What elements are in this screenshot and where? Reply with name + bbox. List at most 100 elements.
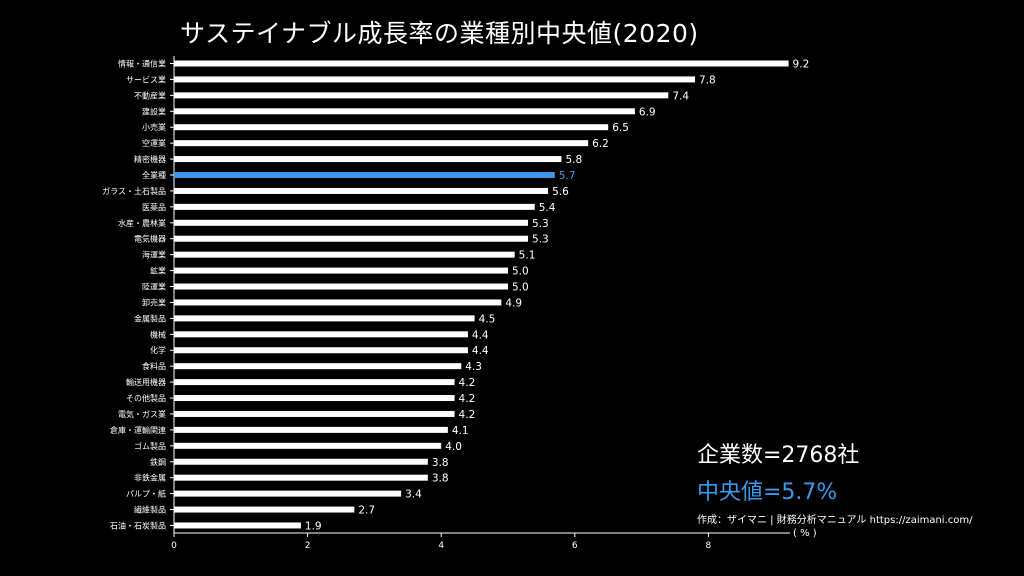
median-note: 中央値=5.7% [697,480,838,505]
x-axis-unit-label: ( % ) [793,528,817,539]
category-label: 電気・ガス業 [118,409,166,419]
category-label: 精密機器 [134,154,166,164]
bar [174,506,355,513]
bar [174,379,455,386]
bar [174,92,669,99]
bar [174,315,475,322]
company-count-note: 企業数=2768社 [697,443,860,468]
value-label: 4.3 [465,361,482,373]
value-label: 6.2 [592,138,609,150]
value-label: 6.5 [612,122,629,134]
bar [174,458,428,465]
category-label: 陸運業 [142,282,166,292]
category-label: 建設業 [142,106,166,116]
source-credit: 作成：ザイマニ | 財務分析マニュアル https://zaimani.com/ [697,515,973,526]
value-label: 5.0 [512,282,529,294]
value-label: 4.2 [459,409,476,421]
category-label: 金属製品 [134,313,166,323]
x-tick-label: 2 [305,541,311,551]
bar [174,203,535,210]
value-label: 5.7 [559,170,576,182]
category-label: サービス業 [126,74,166,84]
category-label: 鉱業 [150,266,166,276]
value-label: 5.8 [565,154,582,166]
bar [174,267,508,274]
category-label: 機械 [150,329,166,339]
value-label: 5.1 [519,250,536,262]
bar [174,474,428,481]
bar [174,140,589,147]
value-label: 4.5 [479,313,496,325]
value-label: 4.0 [445,441,462,453]
value-label: 2.7 [358,505,375,517]
category-label: 倉庫・運輸関連 [110,425,166,435]
value-label: 5.0 [512,266,529,278]
category-label: 食料品 [142,361,166,371]
x-tick-label: 8 [706,541,712,551]
value-label: 4.4 [472,329,489,341]
bar [174,410,455,417]
value-label: 3.8 [432,457,449,469]
value-label: 5.6 [552,186,569,198]
x-tick-label: 6 [572,541,578,551]
bar [174,363,462,370]
value-label: 6.9 [639,106,656,118]
category-label: 卸売業 [142,297,166,307]
category-label: 情報・通信業 [118,59,166,69]
value-label: 5.3 [532,234,549,246]
category-label: その他製品 [126,393,166,403]
bar [174,331,468,338]
bar [174,490,402,497]
bar [174,522,301,529]
bar [174,442,442,449]
value-label: 3.4 [405,489,422,501]
bar [174,235,529,242]
bar [174,124,609,131]
category-label: 石油・石炭製品 [110,520,166,530]
value-label: 1.9 [305,520,322,532]
value-label: 4.2 [459,377,476,389]
bar [174,60,789,67]
x-tick-label: 4 [438,541,444,551]
chart-title: サステイナブル成長率の業種別中央値(2020) [180,19,699,48]
category-label: 化学 [150,345,166,355]
bar [174,187,549,194]
category-label: ガラス・土石製品 [102,186,166,196]
bar [174,426,448,433]
category-label: ゴム製品 [134,441,166,451]
bar [174,251,515,258]
bar [174,108,635,115]
category-label: 海運業 [142,250,166,260]
bar [174,299,502,306]
category-label: 小売業 [142,122,166,132]
category-label: 電気機器 [134,234,166,244]
bar [174,283,508,290]
value-label: 4.4 [472,345,489,357]
category-label: 非鉄金属 [134,473,166,483]
bar [174,347,468,354]
category-label: パルプ・紙 [126,489,166,499]
category-label: 鉄鋼 [150,457,166,467]
x-tick-label: 0 [171,541,177,551]
value-label: 5.3 [532,218,549,230]
value-label: 7.8 [699,74,716,86]
category-label: 繊維製品 [134,505,166,515]
bar [174,156,562,163]
bar [174,219,529,226]
category-label: 不動産業 [134,90,166,100]
bar [174,172,555,179]
bar [174,76,696,83]
category-label: 空運業 [142,138,166,148]
value-label: 7.4 [672,90,689,102]
category-label: 輸送用機器 [126,377,166,387]
value-label: 9.2 [793,59,810,71]
value-label: 4.1 [452,425,469,437]
value-label: 4.2 [459,393,476,405]
category-label: 全業種 [142,170,166,180]
value-label: 3.8 [432,473,449,485]
value-label: 5.4 [539,202,556,214]
value-label: 4.9 [505,297,522,309]
bar [174,395,455,402]
category-label: 水産・農林業 [118,218,166,228]
